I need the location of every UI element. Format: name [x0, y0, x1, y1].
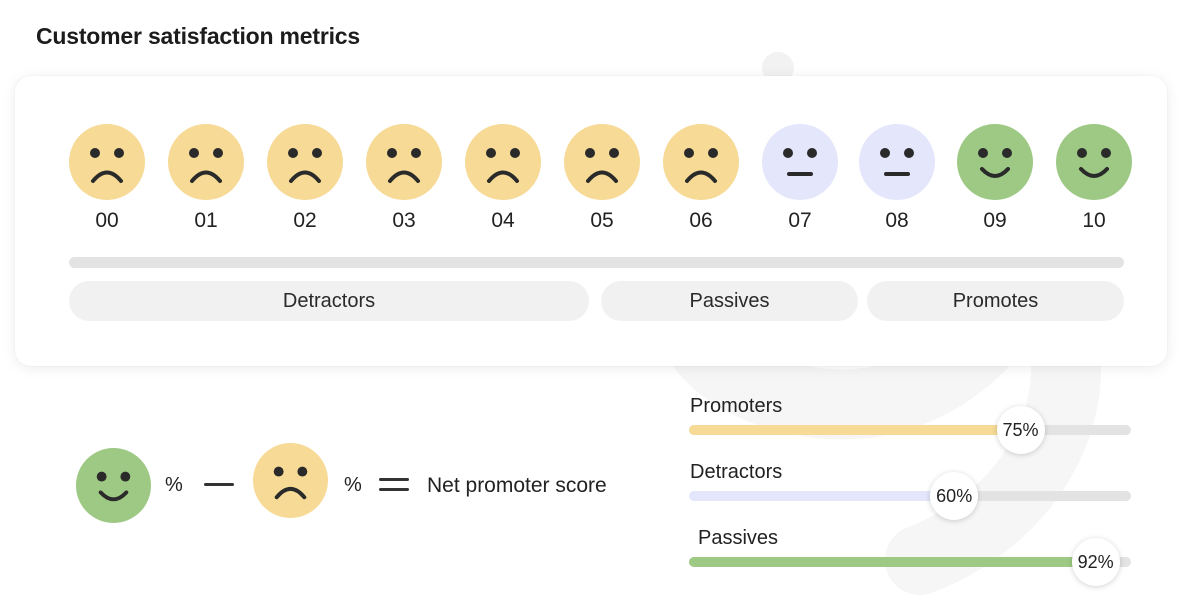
score-option-09[interactable]: 09 — [957, 124, 1033, 233]
score-option-03[interactable]: 03 — [366, 124, 442, 233]
satisfaction-scale-card: 00 01 02 03 04 05 06 07 08 09 10 Detractors Passiv… — [15, 76, 1167, 366]
metric-track: 75% — [689, 406, 1131, 454]
metric-value-knob[interactable]: 75% — [996, 406, 1045, 454]
happy-face-icon — [1056, 124, 1132, 200]
group-pill-detractors: Detractors — [69, 281, 589, 321]
page-title: Customer satisfaction metrics — [36, 23, 360, 49]
neutral-face-icon — [762, 124, 838, 200]
sad-face-icon — [69, 124, 145, 200]
score-option-04[interactable]: 04 — [465, 124, 541, 233]
metric-value-knob[interactable]: 60% — [930, 472, 979, 520]
minus-sign — [204, 483, 234, 486]
score-option-01[interactable]: 01 — [168, 124, 244, 233]
sad-face-icon — [564, 124, 640, 200]
metric-track: 92% — [689, 538, 1131, 586]
score-option-08[interactable]: 08 — [859, 124, 935, 233]
score-option-07[interactable]: 07 — [762, 124, 838, 233]
metric-fill — [689, 491, 955, 501]
sad-face-icon — [253, 443, 328, 518]
sad-face-icon — [663, 124, 739, 200]
score-label: 10 — [1082, 209, 1106, 232]
metric-label: Passives — [698, 527, 779, 549]
score-label: 04 — [491, 209, 515, 232]
score-label: 05 — [590, 209, 614, 232]
score-label: 01 — [194, 209, 218, 232]
score-label: 03 — [392, 209, 416, 232]
score-label: 07 — [788, 209, 812, 232]
score-label: 09 — [983, 209, 1007, 232]
scale-divider-bar — [69, 257, 1124, 268]
score-label: 02 — [293, 209, 317, 232]
promoter-percent-sign: % — [165, 474, 183, 496]
score-option-02[interactable]: 02 — [267, 124, 343, 233]
score-label: 00 — [95, 209, 119, 232]
score-option-06[interactable]: 06 — [663, 124, 739, 233]
metric-value-knob[interactable]: 92% — [1071, 538, 1120, 586]
metric-track: 60% — [689, 472, 1131, 520]
score-option-00[interactable]: 00 — [69, 124, 145, 233]
score-label: 08 — [885, 209, 909, 232]
group-pill-passives: Passives — [601, 281, 858, 321]
group-pill-promoters: Promotes — [867, 281, 1124, 321]
neutral-face-icon — [859, 124, 935, 200]
sad-face-icon — [465, 124, 541, 200]
metric-label: Detractors — [690, 461, 783, 483]
equals-sign — [379, 478, 409, 491]
happy-face-icon — [957, 124, 1033, 200]
nps-formula: % % Net promoter score — [76, 443, 636, 523]
sad-face-icon — [366, 124, 442, 200]
nps-result-label: Net promoter score — [427, 474, 607, 497]
metric-label: Promoters — [690, 395, 783, 417]
happy-face-icon — [76, 448, 151, 523]
metric-fill — [689, 425, 1021, 435]
score-option-10[interactable]: 10 — [1056, 124, 1132, 233]
metric-fill — [689, 557, 1096, 567]
sad-face-icon — [168, 124, 244, 200]
detractor-percent-sign: % — [344, 474, 362, 496]
sad-face-icon — [267, 124, 343, 200]
score-option-05[interactable]: 05 — [564, 124, 640, 233]
score-label: 06 — [689, 209, 713, 232]
